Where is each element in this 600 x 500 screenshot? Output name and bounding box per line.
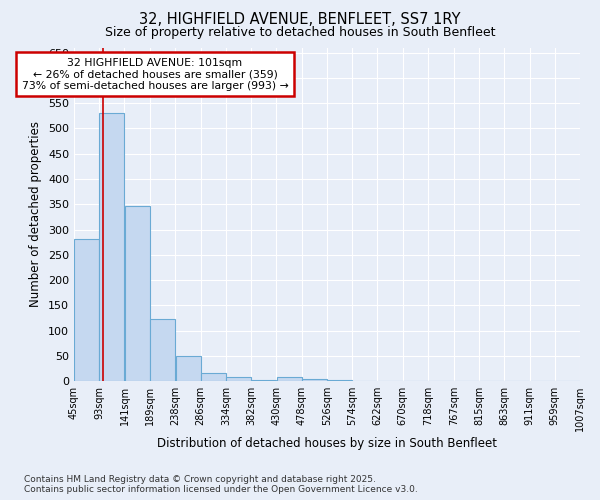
Text: Contains HM Land Registry data © Crown copyright and database right 2025.
Contai: Contains HM Land Registry data © Crown c… bbox=[24, 474, 418, 494]
Bar bbox=[226, 376, 251, 381]
Bar bbox=[555, 380, 580, 381]
X-axis label: Distribution of detached houses by size in South Benfleet: Distribution of detached houses by size … bbox=[157, 437, 497, 450]
Bar bbox=[201, 372, 226, 381]
Text: 32 HIGHFIELD AVENUE: 101sqm
← 26% of detached houses are smaller (359)
73% of se: 32 HIGHFIELD AVENUE: 101sqm ← 26% of det… bbox=[22, 58, 289, 90]
Bar bbox=[176, 356, 200, 381]
Bar bbox=[377, 380, 403, 381]
Bar bbox=[125, 206, 149, 381]
Bar bbox=[302, 378, 327, 381]
Bar bbox=[277, 377, 302, 381]
Text: Size of property relative to detached houses in South Benfleet: Size of property relative to detached ho… bbox=[105, 26, 495, 39]
Bar bbox=[100, 113, 124, 381]
Bar bbox=[150, 319, 175, 381]
Bar bbox=[352, 380, 377, 381]
Bar bbox=[327, 380, 352, 381]
Bar bbox=[251, 380, 277, 381]
Bar bbox=[403, 380, 428, 381]
Bar bbox=[74, 238, 99, 381]
Text: 32, HIGHFIELD AVENUE, BENFLEET, SS7 1RY: 32, HIGHFIELD AVENUE, BENFLEET, SS7 1RY bbox=[139, 12, 461, 28]
Y-axis label: Number of detached properties: Number of detached properties bbox=[29, 122, 43, 308]
